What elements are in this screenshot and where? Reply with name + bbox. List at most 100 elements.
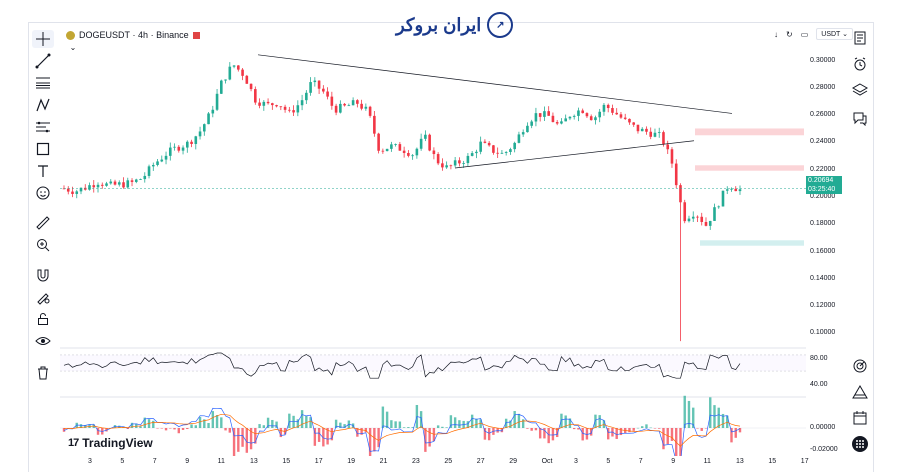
calendar-icon[interactable] <box>850 408 870 428</box>
macd-histogram-bar <box>632 428 635 431</box>
candle <box>109 181 113 184</box>
macd-histogram-bar <box>245 428 249 453</box>
macd-histogram-bar <box>581 428 584 441</box>
macd-histogram-bar <box>309 417 312 428</box>
candle <box>543 111 546 117</box>
candle <box>385 148 389 152</box>
price-chart[interactable] <box>60 48 806 456</box>
macd-histogram-bar <box>453 417 457 428</box>
candle <box>317 80 321 89</box>
reload-icon[interactable]: ↻ <box>786 29 793 39</box>
triangle-icon[interactable] <box>850 382 870 402</box>
macd-histogram-bar <box>237 428 240 452</box>
rsi-axis-label: 80.00 <box>810 355 828 362</box>
candle <box>160 159 164 162</box>
tradingview-logo[interactable]: 17 TradingView <box>68 436 153 450</box>
candle <box>492 145 495 153</box>
broker-logo: ایران بروکر ↗ <box>396 12 514 38</box>
macd-histogram-bar <box>572 428 576 430</box>
candle <box>534 113 538 122</box>
target-icon[interactable] <box>850 356 870 376</box>
layers-icon[interactable] <box>850 80 870 100</box>
alert-clock-icon[interactable] <box>850 54 870 74</box>
fib-icon[interactable] <box>32 74 54 92</box>
emoji-icon[interactable] <box>32 184 54 202</box>
crosshair-icon[interactable] <box>32 30 54 48</box>
lock-draw-icon[interactable] <box>32 288 54 306</box>
zoom-icon[interactable] <box>32 236 54 254</box>
lock-icon[interactable] <box>32 310 54 328</box>
fullscreen-icon[interactable]: ▭ <box>800 29 809 39</box>
candle <box>636 124 640 132</box>
macd-histogram-bar <box>483 428 487 440</box>
eye-icon[interactable] <box>32 332 54 350</box>
macd-histogram-bar <box>377 428 380 448</box>
macd-histogram-bar <box>628 428 631 433</box>
candle <box>730 188 733 190</box>
symbol-name: DOGEUSDT <box>79 30 131 40</box>
macd-histogram-bar <box>313 428 317 446</box>
time-axis-label: 17 <box>314 458 323 465</box>
resistance-zone[interactable] <box>695 128 804 136</box>
watchlist-icon[interactable] <box>850 28 870 48</box>
resistance-zone[interactable] <box>695 165 804 171</box>
interval-label[interactable]: 4h <box>138 30 149 40</box>
time-axis[interactable]: 3 5 7 9 11 13 15 17 19 21 23 25 27 29 Oct 3 5 7 9 11 13 15 17 <box>60 458 809 470</box>
candle <box>79 187 83 192</box>
candle <box>143 175 147 180</box>
header-separator: · <box>132 30 136 40</box>
candle <box>364 106 368 109</box>
hide-indicators-button[interactable]: ⌄ <box>69 42 77 52</box>
time-axis-label: 17 <box>800 458 809 465</box>
trend-line-icon[interactable] <box>32 52 54 70</box>
lower-trendline[interactable] <box>454 140 695 169</box>
candle <box>313 80 317 83</box>
rectangle-icon[interactable] <box>32 140 54 158</box>
macd-histogram-bar <box>305 415 308 428</box>
candle <box>407 152 410 156</box>
candle <box>249 83 253 90</box>
trash-icon[interactable] <box>32 364 54 382</box>
symbol-header[interactable]: DOGEUSDT · 4h · Binance <box>66 28 200 42</box>
candle <box>708 220 712 226</box>
text-icon[interactable] <box>32 162 54 180</box>
candle <box>215 93 219 110</box>
download-icon[interactable]: ↓ <box>774 29 778 39</box>
candle <box>585 113 589 117</box>
candle <box>679 185 682 203</box>
candle <box>326 91 329 97</box>
support-zone[interactable] <box>700 240 804 246</box>
candle <box>725 189 729 191</box>
magnet-icon[interactable] <box>32 266 54 284</box>
macd-histogram-bar <box>441 426 444 428</box>
candle <box>347 105 351 107</box>
macd-histogram-bar <box>615 428 618 439</box>
candle <box>513 142 516 150</box>
candle <box>466 155 470 164</box>
macd-histogram-bar <box>394 421 397 428</box>
measure-icon[interactable] <box>32 118 54 136</box>
macd-histogram-bar <box>360 428 363 435</box>
candle <box>738 189 742 192</box>
macd-line <box>63 407 741 456</box>
macd-histogram-bar <box>568 418 572 428</box>
macd-histogram-bar <box>607 428 610 440</box>
time-axis-label: 11 <box>703 458 711 465</box>
ruler-icon[interactable] <box>32 214 54 232</box>
flag-icon[interactable] <box>192 31 200 39</box>
macd-histogram-bar <box>152 420 155 428</box>
upper-trendline[interactable] <box>257 54 733 114</box>
macd-histogram-bar <box>126 428 129 429</box>
right-toolbar <box>846 28 872 471</box>
apps-grid-icon[interactable] <box>850 434 870 454</box>
candle <box>66 188 70 192</box>
pattern-icon[interactable] <box>32 96 54 114</box>
macd-histogram-bar <box>288 413 291 428</box>
candle <box>130 180 134 182</box>
candle <box>194 136 198 144</box>
currency-select[interactable]: USDT ⌄ <box>816 28 854 40</box>
candle <box>168 147 172 156</box>
macd-histogram-bar <box>709 397 712 428</box>
macd-histogram-bar <box>326 428 329 445</box>
chat-icon[interactable] <box>850 108 870 128</box>
